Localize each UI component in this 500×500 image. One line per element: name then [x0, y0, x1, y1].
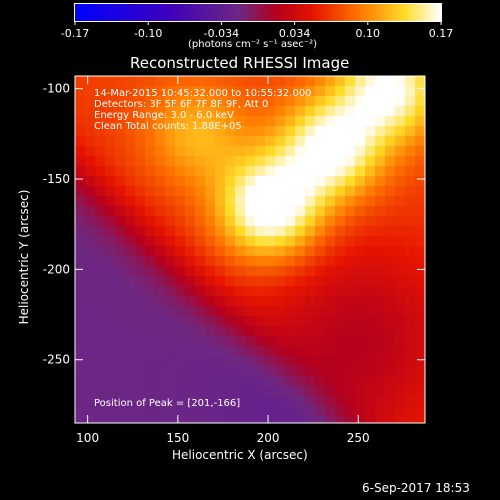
x-tick-label: 150: [166, 431, 189, 445]
info-line-energy: Energy Range: 3.0 - 6.0 keV: [94, 110, 234, 121]
x-tick-label: 250: [347, 431, 370, 445]
peak-position-label: Position of Peak = [201,-166]: [94, 398, 241, 409]
colorbar-ticks: -0.17 -0.10 -0.034 0.034 0.10 0.17: [61, 21, 454, 40]
heatmap-image: [75, 76, 425, 423]
x-tick-label: 200: [257, 431, 280, 445]
y-tick-label: -250: [43, 353, 70, 367]
observation-info: 14-Mar-2015 10:45:32.000 to 10:55:32.000…: [94, 88, 312, 132]
colorbar-units: (photons cm⁻² s⁻¹ asec⁻²): [188, 39, 318, 50]
info-line-counts: Clean Total counts: 1.88E+05: [94, 121, 242, 132]
x-tick-label: 100: [76, 431, 99, 445]
colorbar: [74, 3, 442, 22]
footer-date: 6-Sep-2017 18:53: [362, 481, 470, 495]
colorbar-tick-label: -0.10: [134, 27, 162, 40]
info-line-detectors: Detectors: 3F 5F 6F 7F 8F 9F, Att 0: [94, 99, 269, 110]
y-tick-label: -200: [43, 262, 70, 276]
colorbar-tick-label: 0.17: [429, 27, 454, 40]
info-line-time: 14-Mar-2015 10:45:32.000 to 10:55:32.000: [94, 88, 312, 99]
colorbar-tick-label: 0.034: [279, 27, 311, 40]
chart-title: Reconstructed RHESSI Image: [130, 54, 350, 72]
colorbar-tick-label: -0.034: [204, 27, 239, 40]
y-tick-label: -150: [43, 172, 70, 186]
y-tick-label: -100: [43, 82, 70, 96]
colorbar-tick-label: -0.17: [61, 27, 89, 40]
y-axis-label: Heliocentric Y (arcsec): [17, 189, 31, 325]
x-axis-label: Heliocentric X (arcsec): [172, 448, 308, 462]
colorbar-tick-label: 0.10: [356, 27, 381, 40]
plot-frame: [74, 75, 426, 424]
